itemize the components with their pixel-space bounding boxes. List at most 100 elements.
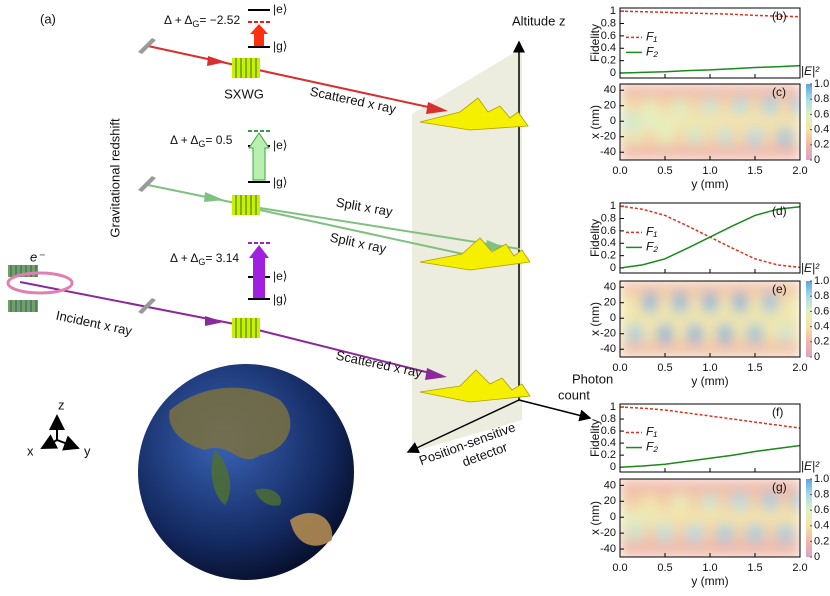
count-label: Photon	[572, 371, 613, 386]
heat-cell	[717, 525, 733, 542]
y-arrow	[56, 435, 80, 451]
colorbar-tick-label: 0.4	[814, 124, 829, 136]
earth	[138, 364, 354, 580]
y-tick-label: -20	[600, 328, 616, 340]
y-tick-label: 0.8	[601, 17, 616, 29]
heat-cell	[792, 84, 800, 99]
heat-cell	[732, 84, 748, 99]
heat-cell	[642, 493, 658, 510]
line-series	[619, 406, 801, 429]
colorbar-tick-label: 1.0	[814, 473, 829, 485]
heat-cell	[620, 310, 629, 327]
legend-label: F₂	[646, 45, 658, 59]
heat-cell	[747, 144, 764, 160]
heat-cell	[777, 479, 793, 494]
mirror	[138, 38, 156, 54]
heat-cell	[792, 509, 800, 526]
heat-cell	[642, 310, 658, 327]
detuning-value: = 0.5	[205, 133, 232, 147]
y-tick-label: 40	[604, 84, 616, 96]
heat-cell	[642, 525, 658, 542]
colorbar-tick-label: 0.2	[814, 336, 829, 348]
heat-cell	[777, 144, 793, 160]
heat-cell	[762, 281, 778, 296]
axes-frame	[619, 403, 801, 473]
heat-cell	[627, 541, 643, 557]
y-tick-label: 20	[604, 297, 616, 309]
heat-cell	[672, 144, 688, 160]
heat-cell	[620, 281, 629, 296]
colorbar	[806, 281, 812, 357]
heat-cell	[732, 525, 748, 542]
y-tick-label: 0.4	[601, 237, 616, 249]
heat-cell	[777, 525, 793, 542]
colorbar-tick-label: 0.8	[814, 290, 829, 302]
heat-cell	[627, 294, 643, 311]
level-e-label: |e⟩	[273, 2, 287, 16]
beam-label: Split x ray	[335, 195, 394, 220]
heat-cell	[732, 325, 748, 342]
heat-cell	[672, 541, 688, 557]
x-tick-label: 2.0	[792, 362, 807, 374]
grating	[232, 195, 260, 215]
heat-cell	[732, 310, 748, 327]
heat-cell	[732, 97, 748, 114]
heat-cell	[702, 128, 719, 145]
electron-source	[6, 265, 74, 312]
heat-cell	[687, 493, 703, 510]
detuning-sub: G	[192, 19, 199, 29]
heat-cell	[717, 144, 733, 160]
heat-cell	[672, 493, 688, 510]
heat-cell	[687, 525, 703, 542]
heat-cell	[747, 281, 764, 296]
x-tick-label: 0.0	[612, 562, 627, 574]
detector-axis	[406, 399, 520, 453]
heat-cell	[657, 325, 674, 342]
colorbar	[806, 479, 812, 557]
heat-cell	[762, 525, 778, 542]
heat-cell	[732, 493, 748, 510]
heat-cell	[657, 341, 674, 357]
detuning-prefix: Δ + Δ	[164, 13, 192, 27]
heat-cell	[672, 310, 688, 327]
line-series	[619, 444, 801, 468]
y-tick-label: 1	[610, 200, 616, 212]
heat-cell	[627, 310, 643, 327]
heat-cell	[687, 341, 703, 357]
panel-label: (g)	[772, 480, 787, 494]
heat-cell	[627, 128, 643, 145]
y-tick-label: 0.4	[601, 42, 616, 54]
heat-cell	[627, 509, 643, 526]
heat-cell	[672, 325, 688, 342]
land	[255, 488, 281, 506]
x-tick-label: 1.0	[702, 562, 717, 574]
heat-cell	[762, 310, 778, 327]
heat-cell	[747, 325, 764, 342]
land	[211, 450, 231, 505]
heat-cell	[687, 479, 703, 494]
heat-cell	[762, 144, 778, 160]
heatmap-clip	[620, 281, 800, 357]
heat-cell	[792, 113, 800, 130]
heatmap	[620, 281, 800, 357]
heat-cell	[627, 341, 643, 357]
y-tick-label: 0	[610, 511, 616, 523]
y-tick-label: 0	[610, 67, 616, 79]
mirror	[138, 298, 156, 314]
y-axis-label: Fidelity	[588, 419, 602, 457]
heat-cell	[777, 294, 793, 311]
line-series	[619, 64, 801, 74]
heat-cell	[792, 479, 800, 494]
heat-cell	[702, 97, 719, 114]
beam-arrow	[204, 192, 224, 202]
heat-cell	[762, 341, 778, 357]
heat-cell	[777, 493, 793, 510]
heat-cell	[777, 97, 793, 114]
heat-cell	[687, 113, 703, 130]
heat-cell	[777, 310, 793, 327]
beam-arrow	[205, 316, 224, 326]
x-tick-label: 0.5	[657, 562, 672, 574]
heat-cell	[762, 128, 778, 145]
heat-cell	[702, 525, 719, 542]
